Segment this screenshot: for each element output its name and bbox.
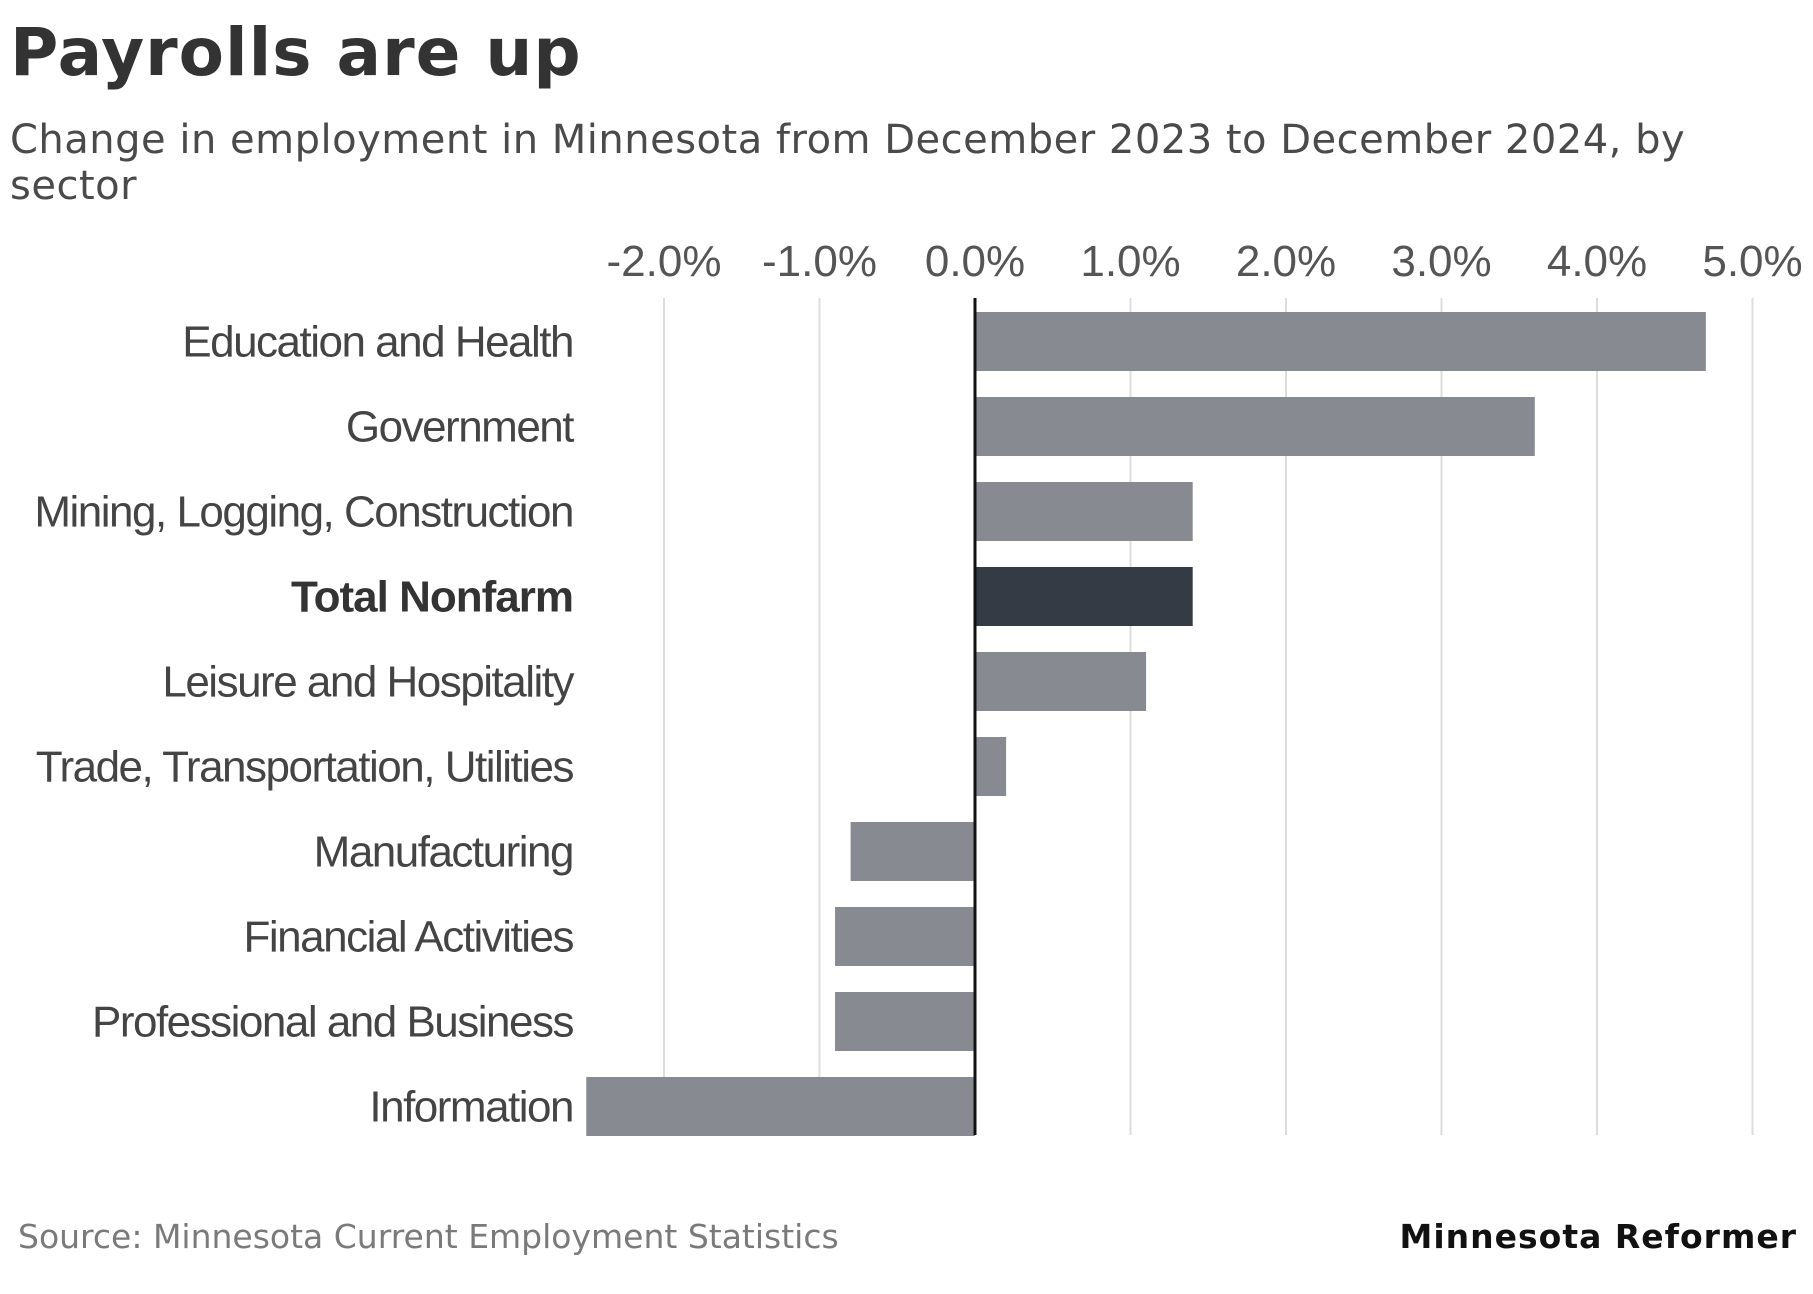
bar-total-nonfarm xyxy=(975,567,1193,626)
chart-subtitle: Change in employment in Minnesota from D… xyxy=(10,117,1686,209)
x-tick-label: 5.0% xyxy=(1702,237,1802,286)
category-label: Trade, Transportation, Utilities xyxy=(36,743,574,792)
x-tick-label: 2.0% xyxy=(1236,237,1336,286)
source-note: Source: Minnesota Current Employment Sta… xyxy=(18,1217,839,1256)
bar-chart: -2.0% -1.0% 0.0% 1.0% 2.0% 3.0% 4.0% 5.0% Educa… xyxy=(34,237,1803,1136)
bars xyxy=(586,312,1706,1136)
chart-title: Payrolls are up xyxy=(10,14,582,91)
x-tick-label: 0.0% xyxy=(925,237,1025,286)
x-tick-label: -1.0% xyxy=(762,237,877,286)
x-tick-label: -2.0% xyxy=(607,237,722,286)
category-labels: Education and Health Government Mining, Lo… xyxy=(34,318,576,1132)
category-label: Mining, Logging, Construction xyxy=(34,488,573,537)
bar-information xyxy=(586,1077,975,1136)
brand-logo-text: Minnesota Reformer xyxy=(1399,1217,1797,1256)
x-tick-label: 3.0% xyxy=(1391,237,1491,286)
bar-government xyxy=(975,397,1535,456)
x-axis-ticks: -2.0% -1.0% 0.0% 1.0% 2.0% 3.0% 4.0% 5.0% xyxy=(607,237,1803,286)
bar-financial-activities xyxy=(835,907,975,966)
category-label: Leisure and Hospitality xyxy=(162,658,574,707)
bar-education-and-health xyxy=(975,312,1706,371)
bar-professional-and-business xyxy=(835,992,975,1051)
category-label: Total Nonfarm xyxy=(291,573,573,622)
category-label: Manufacturing xyxy=(314,828,573,877)
bar-leisure-and-hospitality xyxy=(975,652,1147,711)
bar-trade-transportation-utilities xyxy=(975,737,1007,796)
x-tick-label: 1.0% xyxy=(1080,237,1180,286)
category-label: Government xyxy=(346,403,574,452)
category-label: Education and Health xyxy=(182,318,573,367)
category-label: Professional and Business xyxy=(92,998,574,1047)
x-tick-label: 4.0% xyxy=(1547,237,1647,286)
bar-mining-logging-construction xyxy=(975,482,1193,541)
category-label: Financial Activities xyxy=(244,913,574,962)
bar-manufacturing xyxy=(850,822,975,881)
category-label: Information xyxy=(369,1083,573,1132)
